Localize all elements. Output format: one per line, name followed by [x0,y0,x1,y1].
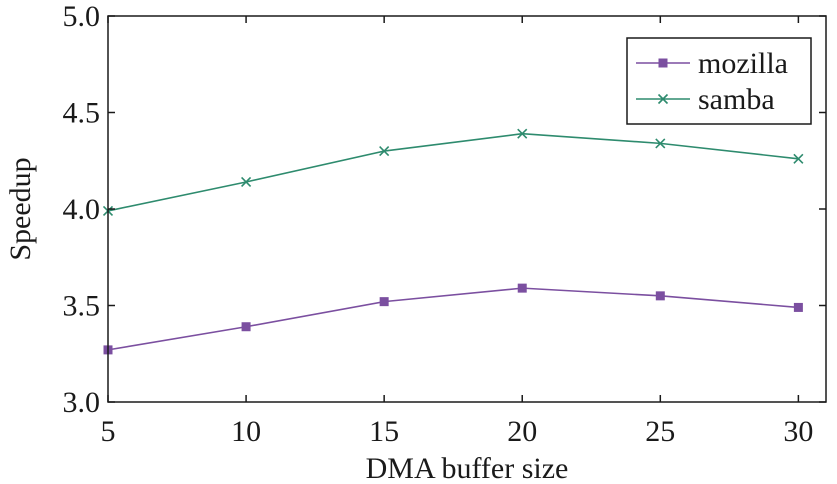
series-line-samba [107,132,799,212]
legend-label-mozilla: mozilla [698,47,788,80]
data-point-mozilla [379,297,389,307]
data-point-samba [655,138,666,149]
legend-label-samba: samba [698,83,775,116]
data-point-samba [241,176,252,188]
series-line-mozilla [107,287,799,351]
data-point-mozilla [241,322,251,332]
data-point-mozilla [793,302,803,312]
y-axis: 3.0 3.5 4.0 4.5 5.0 [63,0,826,419]
y-tick-label: 3.5 [63,290,101,323]
data-point-mozilla [655,291,665,301]
data-point-samba [379,146,390,157]
y-tick-label: 4.0 [63,193,101,226]
legend: mozilla samba [626,37,812,125]
y-axis-label: Speedup [4,157,37,260]
legend-marker-samba [657,93,669,105]
series-layer [102,128,804,355]
y-tick-label: 4.5 [63,97,101,130]
data-point-mozilla [517,283,527,293]
y-tick-label: 3.0 [63,386,101,419]
legend-marker-mozilla [658,58,668,68]
data-point-samba [793,153,804,164]
legend-box [626,37,812,125]
data-point-samba [517,128,528,139]
x-tick-label: 15 [369,415,399,448]
y-tick-label: 5.0 [63,0,101,33]
x-axis: 5 10 15 20 25 30 [101,16,813,448]
x-tick-label: 5 [101,415,116,448]
x-tick-label: 25 [645,415,675,448]
x-tick-label: 10 [231,415,261,448]
x-tick-label: 30 [783,415,813,448]
x-tick-label: 20 [507,415,537,448]
x-axis-label: DMA buffer size [366,452,569,484]
